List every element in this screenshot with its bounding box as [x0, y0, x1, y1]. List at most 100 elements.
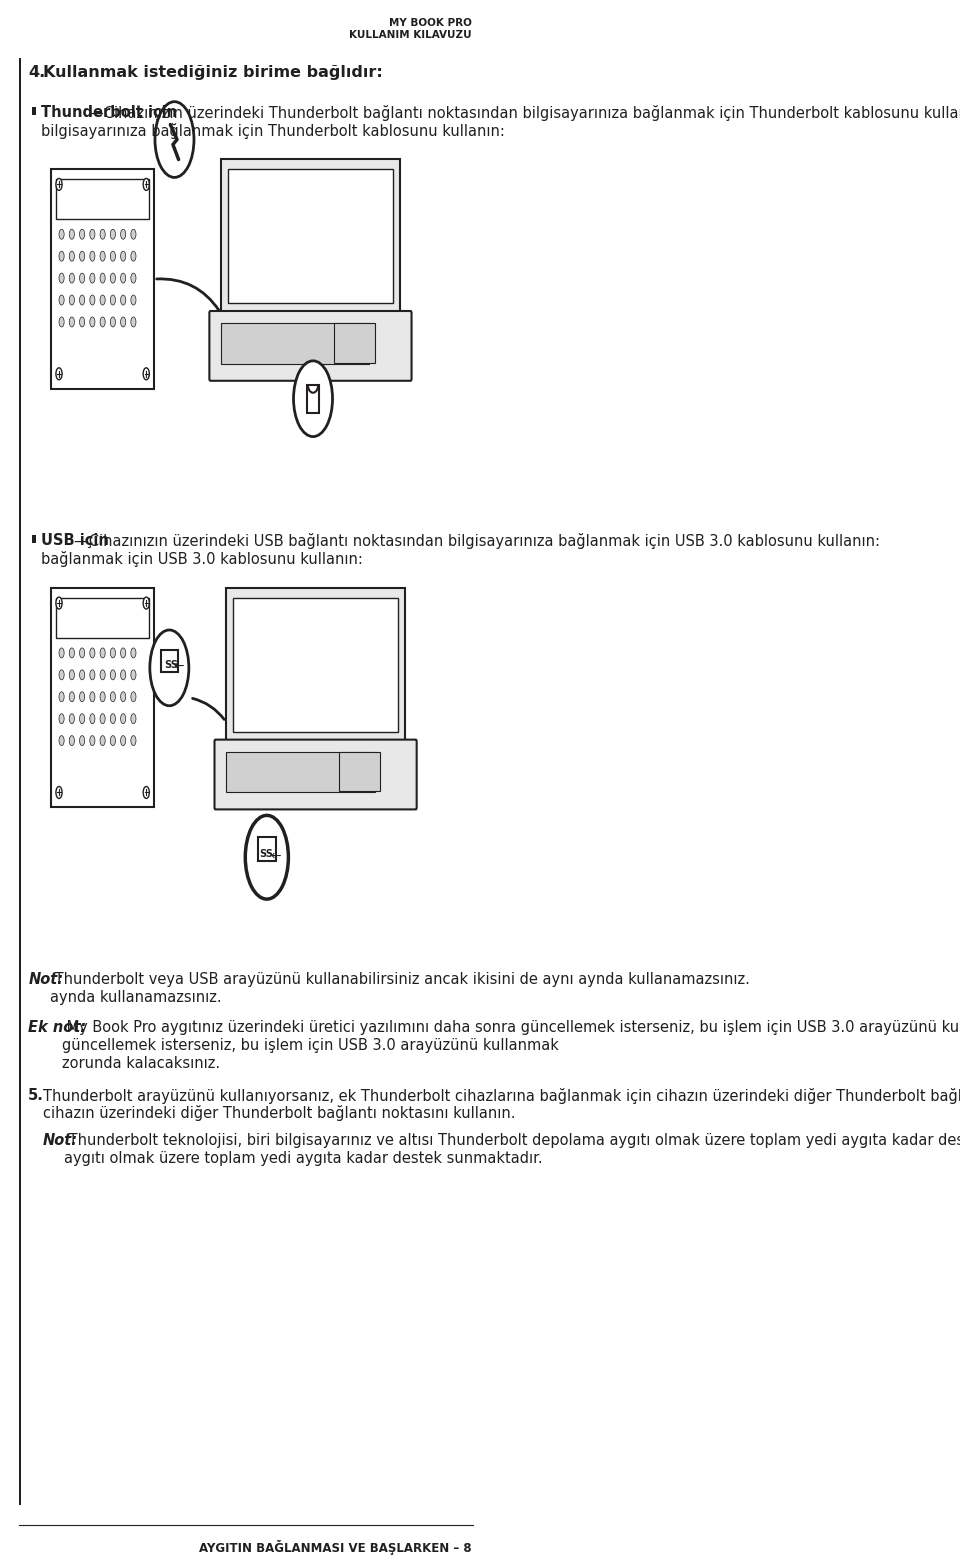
Text: aygıtı olmak üzere toplam yedi aygıta kadar destek sunmaktadır.: aygıtı olmak üzere toplam yedi aygıta ka…: [64, 1151, 542, 1167]
Circle shape: [69, 692, 75, 701]
Circle shape: [90, 316, 95, 327]
Circle shape: [131, 316, 136, 327]
Circle shape: [56, 368, 62, 380]
Text: —Cihazınızın üzerindeki Thunderbolt bağlantı noktasından bilgisayarınıza bağlanm: —Cihazınızın üzerindeki Thunderbolt bağl…: [89, 104, 960, 120]
Circle shape: [69, 735, 75, 746]
Circle shape: [246, 815, 288, 899]
FancyBboxPatch shape: [209, 312, 412, 380]
Circle shape: [121, 714, 126, 723]
Text: bilgisayarınıza bağlanmak için Thunderbolt kablosunu kullanın:: bilgisayarınıza bağlanmak için Thunderbo…: [40, 123, 504, 139]
Circle shape: [121, 648, 126, 657]
Circle shape: [131, 714, 136, 723]
Circle shape: [90, 692, 95, 701]
Circle shape: [121, 735, 126, 746]
Circle shape: [100, 251, 106, 262]
Circle shape: [121, 229, 126, 240]
Circle shape: [80, 670, 84, 679]
Bar: [307, 385, 319, 413]
Text: Kullanmak istediğiniz birime bağlıdır:: Kullanmak istediğiniz birime bağlıdır:: [42, 65, 382, 79]
Text: Thunderbolt veya USB arayüzünü kullanabilirsiniz ancak ikisini de aynı aynda kul: Thunderbolt veya USB arayüzünü kullanabi…: [50, 972, 750, 986]
Bar: [57, 179, 149, 220]
Circle shape: [80, 714, 84, 723]
Circle shape: [100, 670, 106, 679]
Circle shape: [69, 648, 75, 657]
Text: —Cihazınızın üzerindeki USB bağlantı noktasından bilgisayarınıza bağlanmak için : —Cihazınızın üzerindeki USB bağlantı nok…: [74, 533, 880, 550]
Bar: [57, 598, 149, 637]
Circle shape: [80, 294, 84, 305]
Circle shape: [100, 273, 106, 284]
Circle shape: [121, 251, 126, 262]
Text: Not:: Not:: [42, 1133, 78, 1148]
Text: 5.: 5.: [28, 1087, 44, 1103]
Bar: [221, 323, 370, 365]
Circle shape: [100, 692, 106, 701]
Circle shape: [59, 229, 64, 240]
Circle shape: [80, 229, 84, 240]
Circle shape: [143, 179, 150, 190]
Circle shape: [80, 316, 84, 327]
Circle shape: [69, 273, 75, 284]
Bar: [19, 58, 21, 1505]
Text: AYGITIN BAĞLANMASI VE BAŞLARKEN – 8: AYGITIN BAĞLANMASI VE BAŞLARKEN – 8: [200, 1539, 472, 1555]
Text: Thunderbolt arayüzünü kullanıyorsanız, ek Thunderbolt cihazlarına bağlanmak için: Thunderbolt arayüzünü kullanıyorsanız, e…: [42, 1087, 960, 1103]
Circle shape: [110, 251, 115, 262]
Circle shape: [69, 229, 75, 240]
Circle shape: [150, 629, 189, 706]
Circle shape: [143, 787, 150, 798]
Bar: [51, 170, 154, 390]
Circle shape: [90, 735, 95, 746]
Text: zorunda kalacaksınız.: zorunda kalacaksınız.: [61, 1056, 220, 1070]
Circle shape: [294, 361, 332, 436]
Circle shape: [100, 735, 106, 746]
Text: Ek not:: Ek not:: [28, 1020, 86, 1035]
Circle shape: [56, 179, 62, 190]
Circle shape: [110, 229, 115, 240]
Circle shape: [131, 735, 136, 746]
Bar: [339, 751, 380, 791]
Bar: [257, 837, 276, 862]
Circle shape: [131, 670, 136, 679]
Circle shape: [80, 735, 84, 746]
Circle shape: [59, 692, 64, 701]
Circle shape: [110, 316, 115, 327]
Circle shape: [110, 294, 115, 305]
Circle shape: [110, 648, 115, 657]
Text: SS: SS: [259, 849, 274, 860]
Circle shape: [56, 597, 62, 609]
Circle shape: [110, 735, 115, 746]
Circle shape: [90, 273, 95, 284]
Circle shape: [59, 714, 64, 723]
Circle shape: [110, 714, 115, 723]
Bar: [161, 650, 178, 671]
Text: USB için: USB için: [40, 533, 108, 548]
Circle shape: [121, 670, 126, 679]
Circle shape: [110, 692, 115, 701]
Circle shape: [59, 316, 64, 327]
Bar: [221, 159, 400, 313]
Circle shape: [143, 368, 150, 380]
Text: My Book Pro aygıtınız üzerindeki üretici yazılımını daha sonra güncellemek ister: My Book Pro aygıtınız üzerindeki üretici…: [61, 1020, 960, 1035]
Text: aynda kullanamazsınız.: aynda kullanamazsınız.: [50, 989, 222, 1005]
Text: ←: ←: [270, 849, 280, 862]
Circle shape: [90, 670, 95, 679]
Text: Not:: Not:: [28, 972, 63, 986]
Circle shape: [59, 294, 64, 305]
Circle shape: [121, 692, 126, 701]
Bar: [33, 106, 36, 115]
Circle shape: [110, 670, 115, 679]
Circle shape: [100, 648, 106, 657]
Circle shape: [90, 294, 95, 305]
Circle shape: [131, 229, 136, 240]
Circle shape: [80, 648, 84, 657]
Text: SS: SS: [164, 661, 179, 670]
Text: Thunderbolt için: Thunderbolt için: [40, 104, 177, 120]
Text: güncellemek isterseniz, bu işlem için USB 3.0 arayüzünü kullanmak: güncellemek isterseniz, bu işlem için US…: [61, 1038, 559, 1053]
Circle shape: [56, 787, 62, 798]
Circle shape: [143, 597, 150, 609]
Text: 4.: 4.: [28, 65, 45, 79]
Circle shape: [121, 294, 126, 305]
Bar: [33, 536, 36, 544]
Circle shape: [59, 735, 64, 746]
Circle shape: [69, 670, 75, 679]
Circle shape: [80, 251, 84, 262]
